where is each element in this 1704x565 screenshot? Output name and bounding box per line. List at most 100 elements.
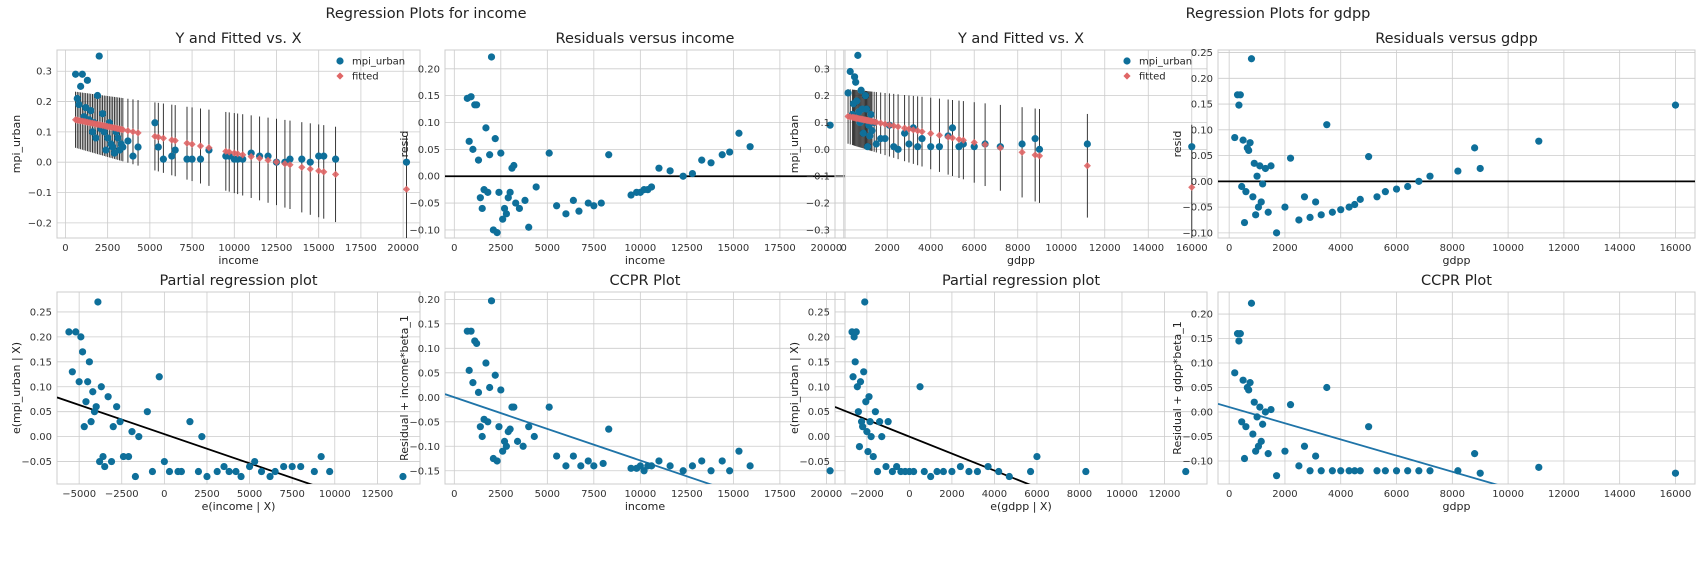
x-tick-label: 8000 [1005, 243, 1030, 254]
y-tick-label: 0.2 [814, 91, 830, 102]
y-tick-label: −0.05 [1182, 432, 1213, 443]
x-tick-label: 15000 [717, 489, 749, 500]
y-axis-label: Residual + gdpp*beta_1 [1171, 321, 1184, 454]
data-point [577, 462, 585, 470]
data-point [154, 143, 162, 151]
data-point [1245, 146, 1253, 155]
y-tick-label: 0.00 [418, 393, 440, 404]
data-point [859, 129, 867, 137]
data-point [82, 398, 90, 406]
x-tick-label: 10000 [1492, 243, 1524, 254]
data-point [532, 183, 540, 191]
data-point [1286, 154, 1295, 162]
x-tick-label: 4000 [982, 489, 1007, 500]
data-point [1471, 144, 1479, 152]
panel-title: Residuals versus income [556, 31, 735, 47]
data-point [1351, 200, 1359, 209]
fitted-marker [306, 165, 314, 173]
data-point [97, 383, 105, 391]
y-tick-label: −0.05 [409, 199, 440, 210]
data-point [1404, 182, 1412, 191]
data-point [927, 143, 935, 151]
y-axis-label: Residual + income*beta_1 [398, 315, 411, 461]
y-tick-label: 0.20 [1191, 74, 1213, 85]
plot-area [1218, 299, 1680, 484]
data-point [1239, 376, 1247, 384]
fitted-marker [1031, 151, 1039, 159]
data-point [861, 92, 870, 100]
data-point [257, 467, 266, 476]
data-point [826, 121, 834, 129]
x-tick-label: 6000 [1024, 489, 1049, 500]
y-tick-label: 0.20 [30, 332, 52, 343]
data-point [1267, 162, 1275, 170]
data-point [473, 339, 481, 348]
data-point [1454, 167, 1462, 175]
x-tick-label: 12500 [261, 243, 293, 254]
plot-area [844, 51, 1196, 238]
data-point [183, 155, 191, 163]
data-point [636, 462, 644, 470]
data-point [1295, 216, 1303, 224]
fitted-marker [124, 127, 132, 135]
data-point [87, 418, 95, 426]
data-point [1245, 386, 1253, 394]
x-tick-label: 0 [841, 243, 847, 254]
y-tick-label: 0.1 [36, 127, 52, 138]
data-point [1300, 193, 1309, 201]
y-tick-label: 0.0 [36, 158, 52, 169]
data-point [707, 467, 715, 475]
panel-8: 0 2000 4000 6000 8000 10000 12000 14000 16000 −0.… [1171, 273, 1696, 513]
data-point [482, 124, 490, 132]
data-point [155, 373, 163, 381]
y-tick-label: 0.15 [418, 319, 440, 330]
fitted-marker [872, 118, 880, 126]
y-tick-label: 0.05 [808, 407, 830, 418]
data-point [515, 204, 524, 213]
data-point [168, 152, 176, 160]
data-point [495, 423, 503, 431]
data-point [502, 442, 510, 450]
legend-marker-fitted [336, 72, 344, 80]
x-tick-label: 6000 [1384, 489, 1409, 500]
x-tick-label: 14000 [1604, 489, 1636, 500]
data-point [846, 67, 854, 76]
plot-frame [1217, 49, 1696, 239]
data-point [599, 459, 607, 468]
fitted-marker [1188, 183, 1196, 191]
plot-area [835, 298, 1190, 484]
x-tick-label: 7500 [279, 489, 304, 500]
data-point [1018, 140, 1026, 148]
y-tick-label: −0.10 [1182, 228, 1213, 239]
y-tick-label: 0.2 [36, 97, 52, 108]
data-point [1031, 135, 1039, 143]
data-point [1236, 91, 1244, 99]
plot-area [1218, 55, 1695, 237]
data-point [473, 101, 481, 109]
data-point [469, 145, 477, 153]
x-tick-label: 6000 [962, 243, 987, 254]
data-point [497, 149, 505, 157]
data-point [1365, 423, 1373, 431]
panel-title: CCPR Plot [1421, 273, 1492, 289]
fitted-marker [948, 134, 957, 142]
panel-4: 0 2000 4000 6000 8000 10000 12000 14000 16000 −0.… [1171, 31, 1696, 267]
data-point [1026, 467, 1035, 476]
x-tick-label: 4000 [1328, 243, 1353, 254]
data-point [859, 423, 867, 431]
data-point [198, 433, 206, 441]
x-tick-label: 8000 [1440, 243, 1465, 254]
data-point [707, 159, 715, 167]
x-axis-label: income [218, 254, 259, 267]
data-point [1356, 195, 1364, 203]
plot-area [57, 298, 407, 484]
y-tick-label: 0.20 [418, 295, 440, 306]
data-point [867, 433, 875, 441]
fitted-marker [256, 154, 264, 163]
data-point [1256, 403, 1264, 411]
data-point [101, 462, 109, 471]
panel-title: Partial regression plot [159, 273, 317, 289]
data-point [1306, 213, 1314, 221]
x-tick-label: 0 [161, 489, 167, 500]
x-tick-label: 16000 [1176, 243, 1208, 254]
